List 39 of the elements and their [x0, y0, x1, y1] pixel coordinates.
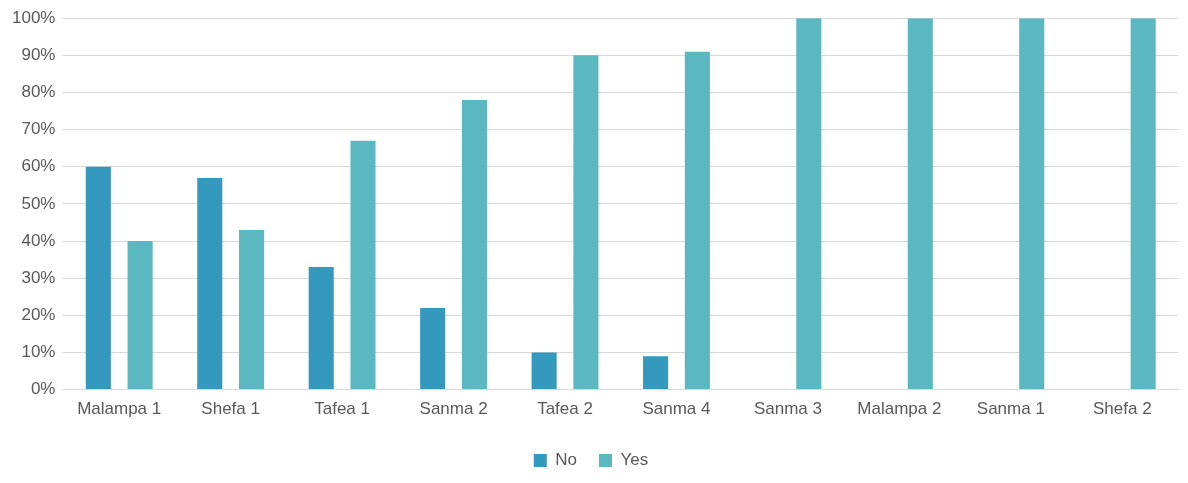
y-tick-label: 60%	[21, 156, 56, 176]
legend-label: No	[555, 450, 577, 470]
bar	[684, 51, 710, 390]
y-tick-label: 100%	[12, 7, 56, 27]
x-tick-label: Sanma 2	[419, 399, 488, 419]
bar	[573, 55, 599, 390]
y-tick-label: 0%	[30, 379, 56, 399]
legend-label: Yes	[620, 450, 649, 470]
x-tick-label: Tafea 2	[537, 399, 593, 419]
y-tick-label: 50%	[21, 193, 56, 213]
bar	[85, 166, 111, 390]
x-tick-label: Shefa 1	[201, 399, 260, 419]
y-tick-label: 30%	[21, 267, 56, 287]
y-tick-label: 40%	[21, 230, 56, 250]
bar	[643, 356, 669, 390]
x-tick-label: Sanma 3	[753, 399, 822, 419]
bar	[308, 267, 334, 390]
x-tick-label: Malampa 1	[77, 399, 162, 419]
x-tick-label: Sanma 4	[642, 399, 711, 419]
bar	[239, 229, 265, 390]
x-tick-label: Malampa 2	[857, 399, 942, 419]
x-tick-label: Shefa 2	[1092, 399, 1152, 419]
bar	[461, 99, 487, 390]
x-tick-label: Tafea 1	[314, 399, 370, 419]
bar	[350, 140, 376, 390]
bar	[1019, 18, 1045, 390]
bar	[420, 307, 446, 390]
bar	[907, 18, 933, 390]
bar	[197, 177, 223, 390]
y-tick-label: 80%	[21, 82, 56, 102]
x-tick-label: Sanma 1	[976, 399, 1045, 419]
y-tick-label: 20%	[21, 305, 56, 325]
bar	[796, 18, 822, 390]
y-tick-label: 70%	[21, 119, 56, 139]
bar	[531, 352, 557, 390]
bar	[127, 241, 153, 390]
bar	[1130, 18, 1156, 390]
y-tick-label: 10%	[21, 342, 56, 362]
y-tick-label: 90%	[21, 45, 56, 65]
